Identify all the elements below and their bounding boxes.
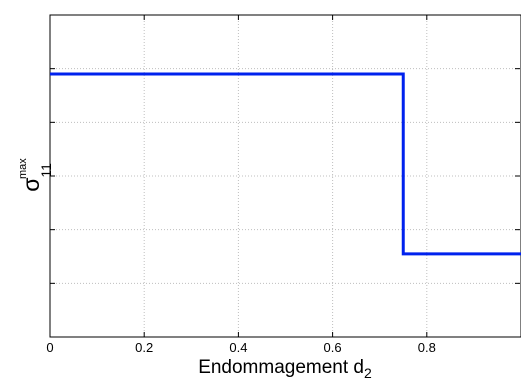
svg-text:σ11max: σ11 max [17,158,54,192]
x-tick-label: 0.8 [418,340,436,355]
y-axis-label-superscript: max [17,158,29,179]
x-tick-label: 0.6 [324,340,342,355]
x-axis-label: Endommagement d2 [198,357,372,381]
series-line [50,72,521,256]
plot-frame [49,14,521,338]
y-axis-label: σ11 max [17,158,54,192]
x-tick-labels: 0 0.2 0.4 0.6 0.8 [46,340,435,355]
x-tick-label: 0 [46,340,53,355]
grid [50,15,521,337]
y-axis-label-subscript: 11 [38,163,54,178]
x-tick-label: 0.4 [229,340,247,355]
y-axis-label-symbol: σ [18,178,44,192]
series [50,72,521,256]
ticks [49,15,520,337]
x-tick-label: 0.2 [135,340,153,355]
